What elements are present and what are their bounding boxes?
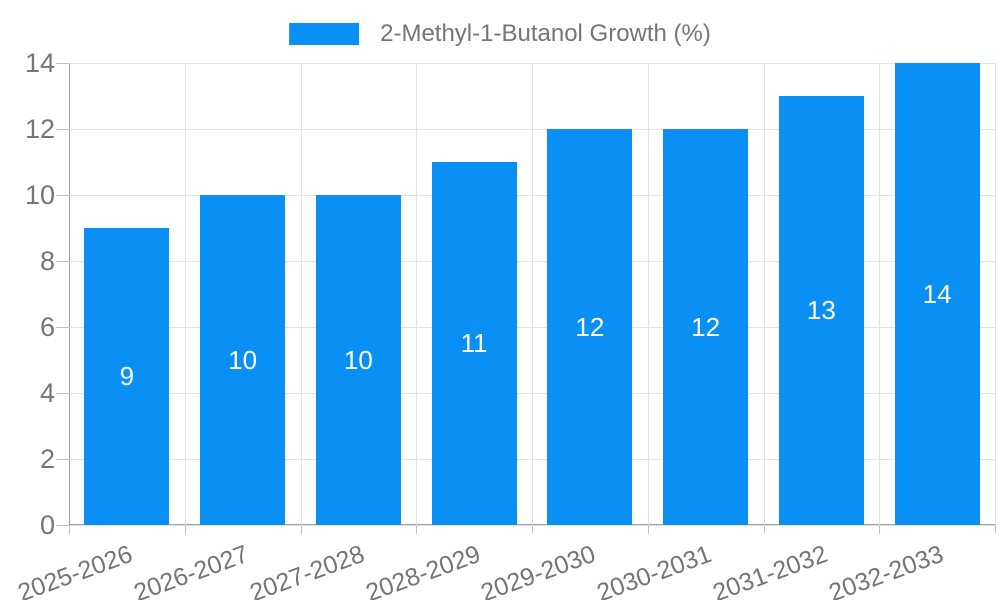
x-tick [647,525,649,534]
y-tick-label: 2 [39,444,55,474]
x-tick-label: 2025-2026 [14,540,137,600]
bar-value-label: 14 [922,278,952,309]
x-tick-label: 2032-2033 [824,540,947,600]
bar-2030-2031[interactable]: 12 [663,129,749,525]
y-tick [56,129,69,130]
bar-value-label: 12 [575,311,605,342]
legend-label: 2-Methyl-1-Butanol Growth (%) [380,20,711,47]
x-tick-label: 2029-2030 [477,540,600,600]
x-tick-label: 2031-2032 [709,540,831,600]
bar-value-label: 10 [343,344,373,375]
x-tick [416,525,418,534]
x-tick-label: 2030-2031 [593,540,716,600]
y-tick [56,525,69,526]
y-tick [56,393,69,394]
x-tick [300,525,302,534]
bar-value-label: 12 [691,311,721,342]
bar-value-label: 11 [460,328,488,358]
x-gridline [184,63,186,525]
x-tick [532,525,533,534]
y-tick [56,459,69,460]
y-tick [56,327,69,328]
y-tick-label: 8 [39,246,55,276]
y-tick-label: 6 [39,312,55,342]
y-tick [56,63,69,64]
x-gridline [532,63,533,525]
legend-swatch [289,23,360,45]
y-tick-label: 14 [24,48,55,78]
y-tick-label: 0 [39,510,55,540]
x-gridline [647,63,649,525]
x-tick [995,525,996,534]
bar-2028-2029[interactable]: 11 [431,162,517,525]
x-gridline [416,63,418,525]
y-tick [56,195,69,196]
bar-value-label: 9 [119,361,135,391]
legend: 2-Methyl-1-Butanol Growth (%) [289,20,711,48]
x-tick-label: 2028-2029 [361,540,484,600]
x-gridline [879,63,881,525]
bar-value-label: 10 [228,344,258,375]
x-tick [763,525,765,534]
plot-area: 9 10 10 11 12 12 13 14 [56,63,996,534]
y-tick-label: 12 [24,114,55,144]
y-axis-line [69,63,70,534]
bar-2025-2026[interactable]: 9 [84,228,170,525]
x-tick-label: 2026-2027 [130,540,253,600]
x-tick [184,525,186,534]
x-tick [879,525,881,534]
y-tick [56,261,69,262]
bar-2032-2033[interactable]: 14 [894,63,980,525]
y-tick-label: 10 [24,180,55,210]
x-gridline [995,63,996,525]
bar-2026-2027[interactable]: 10 [200,195,286,525]
bar-2029-2030[interactable]: 12 [547,129,633,525]
x-tick-label: 2027-2028 [246,540,368,600]
bar-2031-2032[interactable]: 13 [778,96,864,525]
bar-2027-2028[interactable]: 10 [315,195,401,525]
x-gridline [763,63,765,525]
x-tick [69,525,70,534]
bar-value-label: 13 [806,295,836,325]
y-tick-label: 4 [39,378,55,408]
x-gridline [300,63,302,525]
